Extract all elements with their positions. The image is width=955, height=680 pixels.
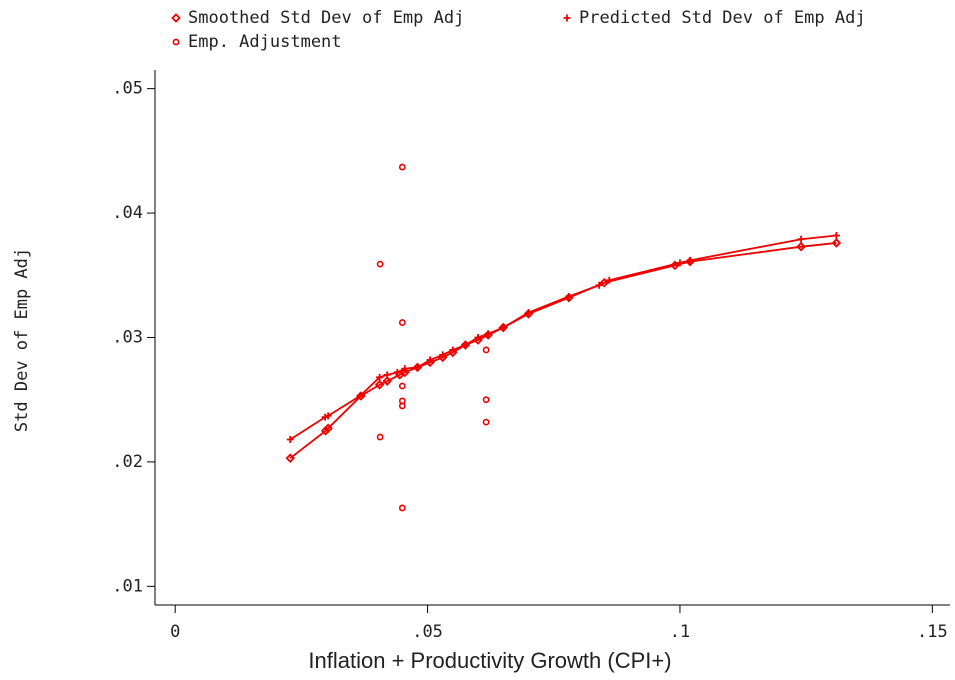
- marker: [374, 380, 385, 390]
- marker: [356, 392, 364, 400]
- marker: [171, 13, 181, 23]
- marker: [285, 453, 296, 463]
- marker: [393, 368, 401, 376]
- series-line: [289, 234, 837, 441]
- marker: [398, 402, 406, 410]
- marker: [605, 276, 613, 284]
- y-axis-title: Std Dev of Emp Adj: [12, 248, 32, 432]
- marker: [401, 365, 409, 373]
- marker: [796, 241, 806, 252]
- legend-label: Smoothed Std Dev of Emp Adj: [188, 8, 464, 28]
- marker: [482, 418, 490, 426]
- marker: [376, 260, 384, 268]
- x-tick-label: .15: [917, 622, 948, 642]
- marker: [565, 292, 573, 300]
- y-tick-label: .04: [112, 203, 143, 223]
- marker: [398, 163, 406, 171]
- marker: [382, 376, 392, 386]
- y-tick-label: .02: [112, 452, 143, 472]
- marker: [383, 371, 391, 379]
- marker: [400, 367, 410, 378]
- x-axis-title: Inflation + Productivity Growth (CPI+): [308, 648, 671, 673]
- marker: [676, 259, 684, 267]
- marker: [324, 412, 332, 420]
- marker: [525, 309, 533, 317]
- x-tick-label: 0: [170, 622, 180, 642]
- marker: [595, 281, 603, 289]
- marker: [356, 391, 366, 401]
- legend-label: Emp. Adjustment: [188, 32, 342, 52]
- marker: [286, 436, 294, 444]
- marker: [563, 14, 571, 22]
- marker: [449, 346, 457, 354]
- marker: [482, 346, 490, 354]
- marker: [376, 373, 384, 381]
- y-tick-label: .01: [112, 576, 143, 596]
- marker: [484, 330, 492, 338]
- marker: [323, 423, 333, 434]
- marker: [686, 256, 694, 264]
- marker: [398, 319, 406, 326]
- marker: [439, 351, 447, 359]
- marker: [474, 334, 482, 341]
- y-tick-label: .03: [112, 328, 143, 348]
- marker: [499, 324, 507, 332]
- marker: [376, 433, 384, 441]
- marker: [832, 231, 840, 239]
- series-line: [289, 242, 837, 459]
- marker: [831, 238, 842, 248]
- legend-label: Predicted Std Dev of Emp Adj: [579, 8, 866, 28]
- marker: [461, 341, 469, 349]
- marker: [320, 426, 331, 436]
- marker: [482, 396, 490, 404]
- x-tick-label: .1: [670, 622, 690, 642]
- x-tick-label: .05: [412, 622, 443, 642]
- marker: [426, 356, 434, 364]
- marker: [172, 38, 180, 46]
- marker: [797, 235, 805, 243]
- marker: [398, 382, 406, 390]
- marker: [413, 363, 421, 371]
- marker: [398, 504, 406, 512]
- y-tick-label: .05: [112, 79, 143, 99]
